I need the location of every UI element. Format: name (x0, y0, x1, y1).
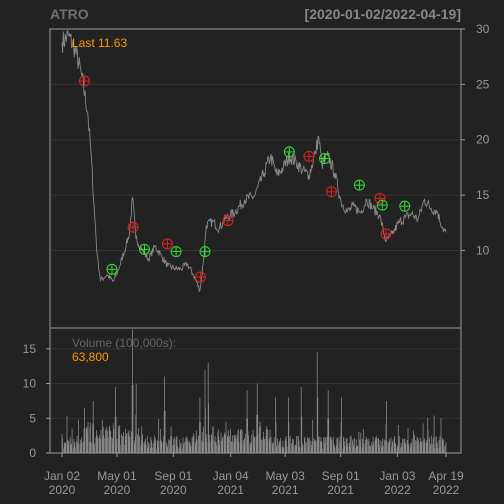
chart-date-range: [2020-01-02/2022-04-19] (305, 6, 461, 22)
price-y-tick-label: 20 (476, 133, 490, 147)
buy-signal-marker (376, 199, 388, 211)
sell-signal-marker (303, 150, 315, 162)
sell-signal-marker (380, 228, 392, 240)
buy-signal-marker (170, 246, 182, 258)
x-tick-label: Jan 03 2022 (379, 469, 415, 497)
sell-signal-marker (194, 271, 206, 283)
volume-bars (61, 329, 447, 453)
price-y-axis: 10 15 20 25 30 (461, 22, 490, 257)
x-tick-label: Apr 19 2022 (428, 469, 464, 497)
volume-last-value: 63,800 (72, 350, 109, 364)
x-tick-label: Jan 04 2021 (213, 469, 249, 497)
sell-signal-marker (78, 75, 90, 87)
price-y-tick-label: 10 (476, 243, 490, 257)
buy-signal-marker (319, 153, 331, 165)
buy-signal-marker (353, 179, 365, 191)
price-y-tick-label: 25 (476, 77, 490, 91)
volume-panel-frame (49, 327, 462, 454)
volume-y-tick-label: 10 (23, 377, 37, 391)
buy-signal-marker (106, 263, 118, 275)
buy-signal-marker (283, 146, 295, 158)
sell-signal-marker (374, 192, 386, 204)
sell-signal-marker (325, 186, 337, 198)
volume-y-tick-label: 0 (29, 446, 36, 460)
sell-signal-marker (127, 221, 139, 233)
volume-label: Volume (100,000s): (72, 336, 176, 350)
sell-signal-marker (222, 215, 234, 227)
chart-symbol: ATRO (50, 6, 89, 22)
x-tick-label: Jan 02 2020 (44, 469, 80, 497)
volume-y-tick-label: 5 (29, 411, 36, 425)
volume-y-tick-label: 15 (23, 342, 37, 356)
x-axis: Jan 02 2020 May 01 2020 Sep 01 2020 Jan 04 2021… (44, 453, 464, 497)
x-tick-label: May 03 2021 (265, 469, 305, 497)
buy-signal-marker (199, 246, 211, 258)
sell-signal-marker (161, 238, 173, 250)
x-tick-label: May 01 2020 (97, 469, 137, 497)
price-grid (50, 28, 461, 251)
x-tick-label: Sep 01 2021 (322, 469, 360, 497)
buy-signal-marker (399, 200, 411, 212)
price-series-line (61, 29, 447, 293)
price-y-tick-label: 15 (476, 188, 490, 202)
last-price-label: Last 11.63 (72, 36, 127, 50)
volume-y-axis: 0 5 10 15 (23, 342, 50, 460)
price-panel-frame (49, 28, 462, 329)
buy-signal-marker (138, 243, 150, 255)
price-y-tick-label: 30 (476, 22, 490, 36)
signal-markers (78, 75, 411, 283)
x-tick-label: Sep 01 2020 (154, 469, 192, 497)
